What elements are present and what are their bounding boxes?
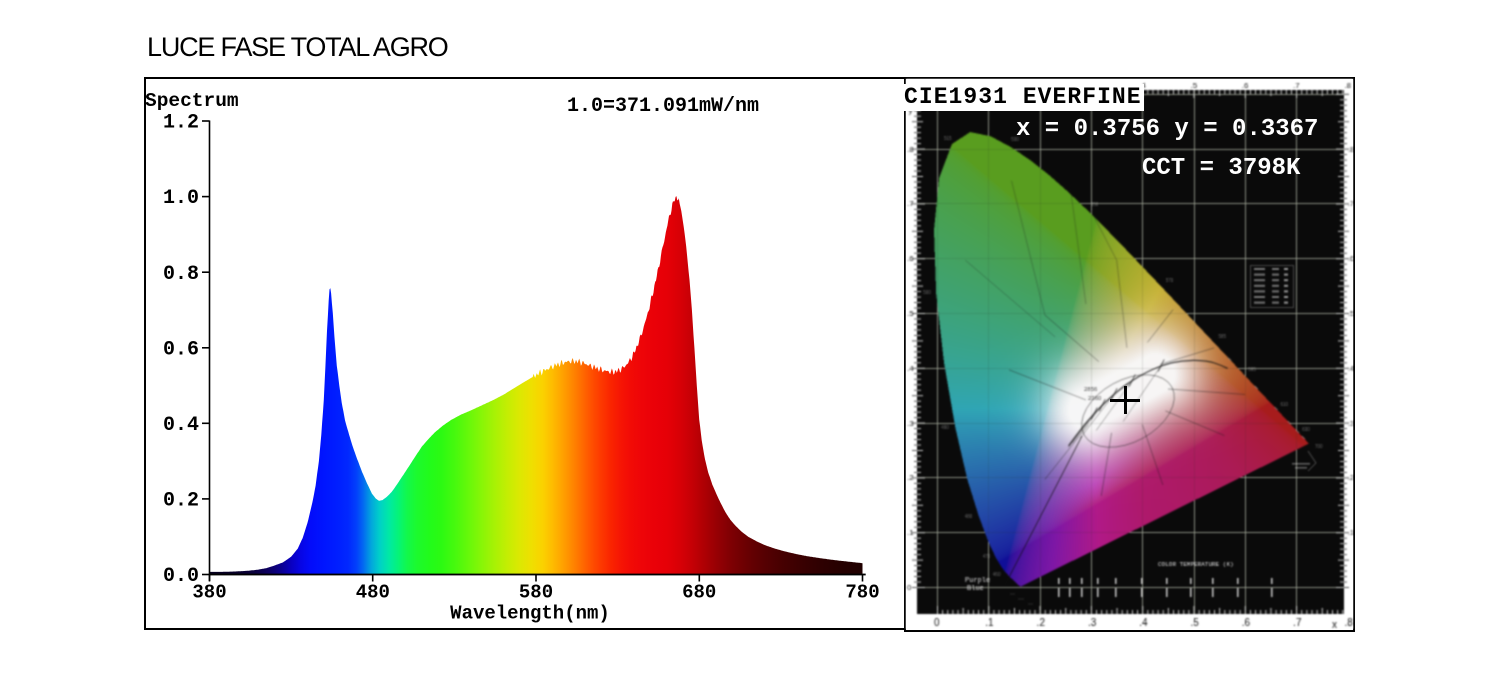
svg-text:0.2: 0.2: [163, 490, 199, 513]
svg-text:0.8: 0.8: [163, 263, 199, 286]
svg-text:Spectrum: Spectrum: [145, 90, 239, 112]
svg-text:0.0: 0.0: [163, 565, 199, 588]
svg-text:1.2: 1.2: [163, 112, 199, 135]
svg-text:480: 480: [356, 582, 390, 604]
svg-text:1.0=371.091mW/nm: 1.0=371.091mW/nm: [567, 95, 759, 118]
svg-text:0.4: 0.4: [163, 414, 199, 437]
svg-text:380: 380: [192, 582, 226, 604]
svg-text:780: 780: [845, 582, 879, 604]
svg-text:580: 580: [519, 582, 553, 604]
svg-text:Wavelength(nm): Wavelength(nm): [450, 603, 610, 625]
svg-text:680: 680: [682, 582, 716, 604]
svg-text:1.0: 1.0: [163, 187, 199, 210]
svg-text:0.6: 0.6: [163, 338, 199, 361]
